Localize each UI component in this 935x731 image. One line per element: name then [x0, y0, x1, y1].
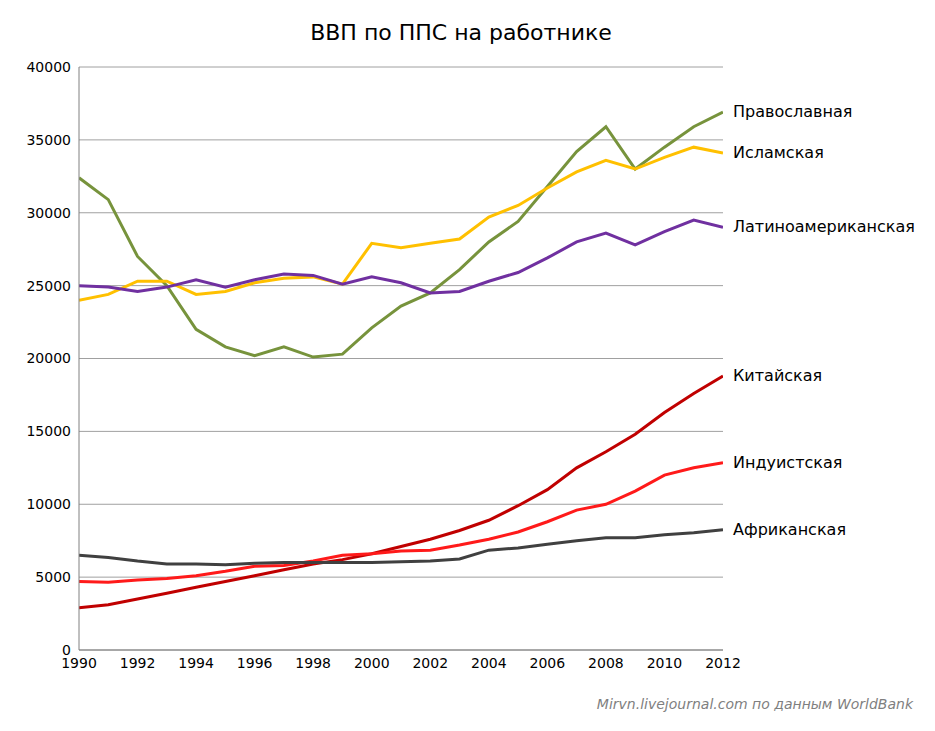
svg-text:Индуистская: Индуистская	[733, 453, 842, 472]
svg-text:15000: 15000	[26, 423, 71, 439]
svg-text:2008: 2008	[588, 655, 624, 671]
svg-text:2000: 2000	[354, 655, 390, 671]
svg-text:1998: 1998	[295, 655, 331, 671]
svg-text:Китайская: Китайская	[733, 366, 822, 385]
svg-text:25000: 25000	[26, 278, 71, 294]
svg-text:2002: 2002	[412, 655, 448, 671]
svg-text:2006: 2006	[530, 655, 566, 671]
svg-text:20000: 20000	[26, 350, 71, 366]
html-text:Mirvn.livejournal.com по данны: Mirvn.livejournal.com по данным WorldBan…	[596, 696, 913, 712]
svg-text:Латиноамериканская: Латиноамериканская	[733, 217, 915, 236]
svg-text:2004: 2004	[471, 655, 507, 671]
svg-text:30000: 30000	[26, 205, 71, 221]
svg-text:Православная: Православная	[733, 102, 852, 121]
svg-text:1996: 1996	[237, 655, 273, 671]
svg-text:1990: 1990	[61, 654, 97, 671]
svg-text:5000: 5000	[35, 569, 71, 585]
svg-text:0: 0	[62, 642, 71, 658]
svg-text:1992: 1992	[120, 655, 156, 671]
html-text:ВВП по ППС на работнике: ВВП по ППС на работнике	[310, 20, 612, 45]
svg-text:Африканская: Африканская	[733, 520, 846, 539]
svg-text:40000: 40000	[26, 59, 71, 75]
svg-text:2012: 2012	[705, 655, 741, 671]
svg-text:10000: 10000	[26, 496, 71, 512]
svg-text:2010: 2010	[647, 655, 683, 671]
svg-text:35000: 35000	[26, 132, 71, 148]
svg-text:1994: 1994	[178, 655, 214, 671]
svg-text:Исламская: Исламская	[733, 143, 824, 162]
